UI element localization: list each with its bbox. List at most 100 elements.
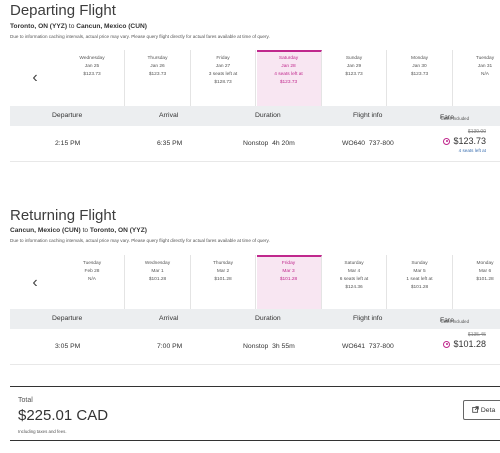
header-arrival: Arrival	[159, 112, 179, 119]
total-note: Including taxes and fees.	[18, 429, 67, 434]
route-separator: to	[68, 23, 75, 30]
day-name: Thursday	[213, 261, 233, 266]
day-price: 1 seat left at	[406, 277, 433, 282]
date-strip: ‹ Wednesday Jan 25 $123.73 Thursday Jan 26 $1…	[10, 50, 500, 106]
day-price: 6 seats left at	[339, 277, 369, 282]
date-option[interactable]: Sunday Mar 5 1 seat left at $101.28	[388, 255, 453, 311]
fare-cell[interactable]: $139.00 $123.73 4 seats left at	[426, 129, 486, 153]
day-date: Jan 26	[150, 64, 165, 69]
fare-radio-icon[interactable]	[443, 137, 451, 145]
details-button[interactable]: Deta	[463, 400, 500, 420]
day-name: Wednesday	[79, 56, 105, 61]
price-note: Due to information caching intervals, ac…	[10, 34, 270, 39]
day-date: Feb 28	[84, 269, 100, 274]
day-price: N/A	[88, 277, 96, 282]
fare-price: $123.73	[453, 136, 486, 146]
fare-price: $101.28	[453, 339, 486, 349]
day-date: Mar 4	[347, 269, 361, 274]
day-name: Monday	[476, 261, 494, 266]
day-price-extra: $123.73	[279, 80, 298, 85]
flight-row[interactable]: 2:15 PM 6:35 PM Nonstop 4h 20m WO640 737…	[10, 126, 500, 162]
fare-cell[interactable]: $135.45 $101.28	[426, 332, 486, 349]
day-price: $123.73	[148, 72, 167, 77]
date-option[interactable]: Wednesday Mar 1 $101.28	[126, 255, 191, 311]
day-date: Jan 25	[84, 64, 100, 69]
day-date: Mar 2	[216, 269, 230, 274]
original-price: $139.00	[467, 129, 486, 135]
results-header: Departure Arrival Duration Flight info F…	[10, 106, 500, 126]
departing-title: Departing Flight	[10, 2, 116, 19]
header-flight-info: Flight info	[353, 112, 383, 119]
day-name: Tuesday	[475, 56, 495, 61]
day-name: Friday	[281, 261, 296, 266]
total-panel: Total $225.01 CAD Including taxes and fe…	[10, 386, 500, 441]
header-arrival: Arrival	[159, 315, 179, 322]
day-price: $101.28	[148, 277, 167, 282]
results-header: Departure Arrival Duration Flight info F…	[10, 309, 500, 329]
total-amount: $225.01 CAD	[18, 407, 109, 424]
day-name: Thursday	[147, 56, 168, 61]
day-name: Saturday	[278, 56, 299, 61]
flight-duration: Nonstop 3h 55m	[243, 343, 295, 350]
route-from: Cancun, Mexico (CUN)	[10, 227, 81, 234]
day-name: Wednesday	[144, 261, 171, 266]
seats-left: 4 seats left at	[458, 148, 486, 153]
day-name: Sunday	[345, 56, 363, 61]
header-flight-info: Flight info	[353, 315, 383, 322]
prev-dates-arrow-icon[interactable]: ‹	[32, 69, 38, 86]
day-price: $123.73	[410, 72, 429, 77]
date-option[interactable]: Tuesday Feb 28 N/A	[60, 255, 125, 311]
day-date: Mar 3	[282, 269, 295, 274]
arrival-time: 6:35 PM	[157, 140, 183, 147]
date-option[interactable]: Saturday Mar 4 6 seats left at $124.36	[322, 255, 387, 311]
date-strip: ‹ Tuesday Feb 28 N/A Wednesday Mar 1 $101.28 T…	[10, 255, 500, 311]
date-option[interactable]: Sunday Jan 29 $123.73	[322, 50, 387, 106]
date-option[interactable]: Friday Jan 27 3 seats left at $128.73	[191, 50, 256, 106]
departure-time: 2:15 PM	[55, 140, 81, 147]
date-option[interactable]: Thursday Mar 2 $101.28	[191, 255, 256, 311]
date-option[interactable]: Friday Mar 3 $101.28	[256, 255, 322, 311]
day-date: Jan 29	[346, 64, 362, 69]
route-separator: to	[82, 227, 89, 234]
day-date: Jan 30	[412, 64, 427, 69]
day-date: Jan 28	[281, 64, 296, 69]
date-option[interactable]: Monday Mar 6 $101.28	[453, 255, 500, 311]
returning-route: Cancun, Mexico (CUN) to Toronto, ON (YYZ…	[10, 227, 147, 234]
day-price: 3 seats left at	[208, 72, 238, 77]
day-price: $101.28	[214, 277, 232, 282]
total-label: Total	[18, 397, 33, 404]
day-name: Monday	[410, 56, 429, 61]
day-price-extra: $128.73	[214, 80, 232, 85]
day-date: Jan 27	[215, 64, 231, 69]
departure-time: 3:05 PM	[55, 343, 81, 350]
flight-info: WO640 737-800	[342, 140, 394, 147]
header-duration: Duration	[255, 315, 281, 322]
day-name: Saturday	[344, 261, 364, 266]
date-option[interactable]: Tuesday Jan 31 N/A	[453, 50, 500, 106]
day-price: $123.73	[345, 72, 363, 77]
day-date: Mar 1	[151, 269, 164, 274]
original-price: $135.45	[467, 332, 486, 338]
arrival-time: 7:00 PM	[157, 343, 183, 350]
day-date: Jan 31	[477, 64, 493, 69]
date-option[interactable]: Thursday Jan 26 $123.73	[126, 50, 191, 106]
route-to: Toronto, ON (YYZ)	[89, 227, 147, 234]
day-price: $101.28	[279, 277, 298, 282]
external-link-icon	[472, 406, 479, 413]
route-from: Toronto, ON (YYZ)	[10, 23, 68, 30]
day-price: 4 seats left at	[274, 72, 303, 77]
day-date: Mar 6	[478, 269, 492, 274]
date-option[interactable]: Wednesday Jan 25 $123.73	[60, 50, 125, 106]
header-duration: Duration	[255, 112, 281, 119]
date-option[interactable]: Monday Jan 30 $123.73	[388, 50, 453, 106]
day-price-extra: $101.28	[410, 285, 429, 290]
flight-row[interactable]: 3:05 PM 7:00 PM Nonstop 3h 55m WO641 737…	[10, 329, 500, 365]
day-name: Sunday	[411, 261, 428, 266]
date-option[interactable]: Saturday Jan 28 4 seats left at $123.73	[256, 50, 322, 106]
fare-radio-icon[interactable]	[443, 340, 451, 348]
route-to: Cancun, Mexico (CUN)	[76, 23, 147, 30]
prev-dates-arrow-icon[interactable]: ‹	[32, 274, 38, 291]
day-date: Mar 5	[413, 269, 426, 274]
flight-info: WO641 737-800	[342, 343, 394, 350]
header-departure: Departure	[52, 315, 83, 322]
